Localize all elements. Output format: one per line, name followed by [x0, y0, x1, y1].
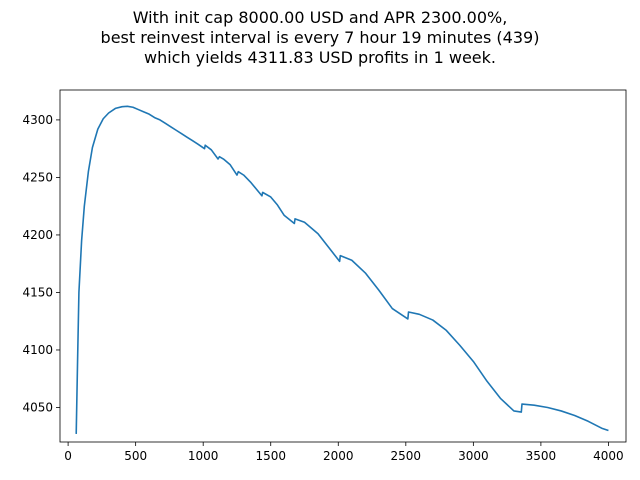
y-tick-label: 4050: [22, 400, 53, 414]
chart-title-line-1: With init cap 8000.00 USD and APR 2300.0…: [132, 8, 508, 27]
series-line-0: [75, 105, 609, 434]
y-tick-label: 4300: [22, 113, 53, 127]
x-tick-label: 1500: [255, 449, 286, 463]
x-tick-label: 3000: [458, 449, 489, 463]
x-tick-label: 2000: [323, 449, 354, 463]
plot-area: [75, 105, 609, 434]
x-tick-label: 1000: [188, 449, 219, 463]
chart-title: With init cap 8000.00 USD and APR 2300.0…: [0, 8, 640, 68]
y-tick-label: 4250: [22, 170, 53, 184]
y-tick-label: 4150: [22, 285, 53, 299]
x-tick-label: 0: [64, 449, 72, 463]
x-tick-label: 3500: [526, 449, 557, 463]
y-tick-label: 4200: [22, 228, 53, 242]
x-axis: 0 500 1000 1500 2000 2500 3000 3500 4000: [64, 442, 624, 463]
y-tick-label: 4100: [22, 343, 53, 357]
x-tick-label: 2500: [391, 449, 422, 463]
chart-title-line-3: which yields 4311.83 USD profits in 1 we…: [143, 48, 496, 67]
y-axis: 4050 4100 4150 4200 4250 4300: [22, 113, 60, 414]
plot-frame: [59, 89, 627, 443]
chart-title-line-2: best reinvest interval is every 7 hour 1…: [100, 28, 540, 47]
x-tick-label: 500: [124, 449, 147, 463]
x-tick-label: 4000: [593, 449, 624, 463]
